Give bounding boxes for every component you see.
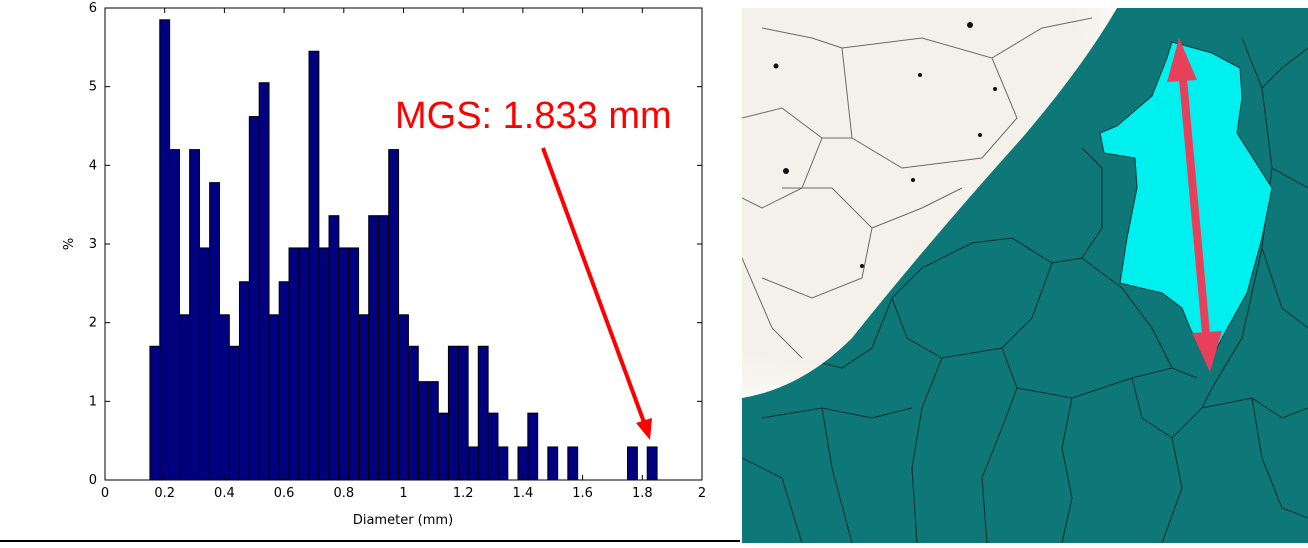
histogram-bar [497, 446, 509, 481]
histogram-bar [477, 345, 489, 481]
light-region-grain-lines [741, 17, 1093, 359]
y-tick-label: 6 [89, 1, 97, 16]
histogram-bar [646, 446, 658, 481]
histogram-bars [149, 19, 658, 481]
histogram-bar [238, 281, 250, 481]
x-tick-label: 0.8 [333, 486, 354, 501]
x-tick-label: 2 [698, 486, 706, 501]
x-tick-label: 0.2 [154, 486, 175, 501]
histogram-bar [258, 82, 270, 481]
histogram-bar [547, 446, 559, 481]
y-tick-label: 0 [89, 473, 97, 488]
histogram-bar [308, 50, 320, 481]
histogram-bar [179, 314, 191, 481]
mgs-annotation: MGS: 1.833 mm [395, 95, 672, 440]
x-tick-label: 0 [101, 486, 109, 501]
histogram-bar [298, 247, 310, 481]
x-axis-label: Diameter (mm) [353, 513, 453, 528]
histogram-bar [169, 149, 180, 481]
histogram-bar [338, 247, 350, 481]
histogram-bar [328, 215, 340, 481]
histogram-bar [527, 412, 539, 481]
histogram-bar [348, 247, 360, 481]
histogram-bar [388, 149, 400, 481]
max-diameter-arrow [1167, 38, 1222, 372]
mgs-annotation-text: MGS: 1.833 mm [395, 95, 672, 137]
x-tick-label: 0.4 [214, 486, 235, 501]
histogram-bar [427, 381, 439, 481]
grain-boundaries [741, 37, 1308, 544]
histogram-bar [467, 446, 479, 481]
histogram-bar [288, 247, 300, 481]
annotation-arrow-shaft [541, 147, 647, 426]
x-tick-label: 1.8 [632, 486, 653, 501]
y-tick-label: 5 [89, 80, 97, 95]
histogram-bar [627, 446, 638, 481]
histogram-bar [378, 215, 389, 481]
histogram-bar [358, 314, 370, 481]
histogram-panel: 0 0.2 0.4 0.6 0.8 1 1.2 1.4 1.6 1.8 2 0 1 2 3 4 5 6 Diam… [0, 1, 740, 542]
histogram-bar [567, 446, 579, 481]
x-axis-ticks: 0 0.2 0.4 0.6 0.8 1 1.2 1.4 1.6 1.8 2 [101, 8, 706, 501]
histogram-bar [278, 281, 290, 481]
y-tick-label: 3 [89, 237, 97, 252]
histogram-bar [318, 247, 330, 481]
histogram-bar [218, 314, 230, 481]
histogram-bar [457, 345, 469, 481]
histogram-bar [368, 215, 380, 481]
micrograph-panel [741, 8, 1308, 544]
grain-micrograph [741, 8, 1308, 544]
histogram-bar [198, 247, 210, 481]
histogram-bar [437, 412, 449, 481]
x-tick-label: 1 [399, 486, 407, 501]
x-tick-label: 1.4 [513, 486, 534, 501]
y-axis-ticks: 0 1 2 3 4 5 6 [89, 1, 702, 488]
histogram-bar [487, 412, 499, 481]
histogram-bar [149, 345, 161, 481]
histogram-bar [228, 345, 240, 481]
annotation-arrow-head [636, 418, 652, 440]
histogram-chart: 0 0.2 0.4 0.6 0.8 1 1.2 1.4 1.6 1.8 2 0 1 2 3 4 5 6 Diam… [0, 1, 740, 542]
histogram-bar [248, 116, 260, 481]
histogram-bar [407, 345, 419, 481]
histogram-bar [159, 19, 171, 481]
inclusion-dots [773, 22, 997, 268]
histogram-bar [447, 345, 459, 481]
histogram-bar [209, 182, 220, 481]
y-axis-label: % [62, 238, 77, 250]
histogram-bar [268, 314, 280, 481]
x-tick-label: 1.6 [572, 486, 593, 501]
y-tick-label: 4 [89, 158, 97, 173]
histogram-bar [398, 314, 409, 481]
y-tick-label: 1 [89, 394, 97, 409]
x-tick-label: 1.2 [453, 486, 474, 501]
x-tick-label: 0.6 [274, 486, 295, 501]
highlighted-grain [1099, 41, 1273, 359]
histogram-bar [189, 149, 200, 481]
y-tick-label: 2 [89, 316, 97, 331]
histogram-bar [418, 381, 429, 481]
